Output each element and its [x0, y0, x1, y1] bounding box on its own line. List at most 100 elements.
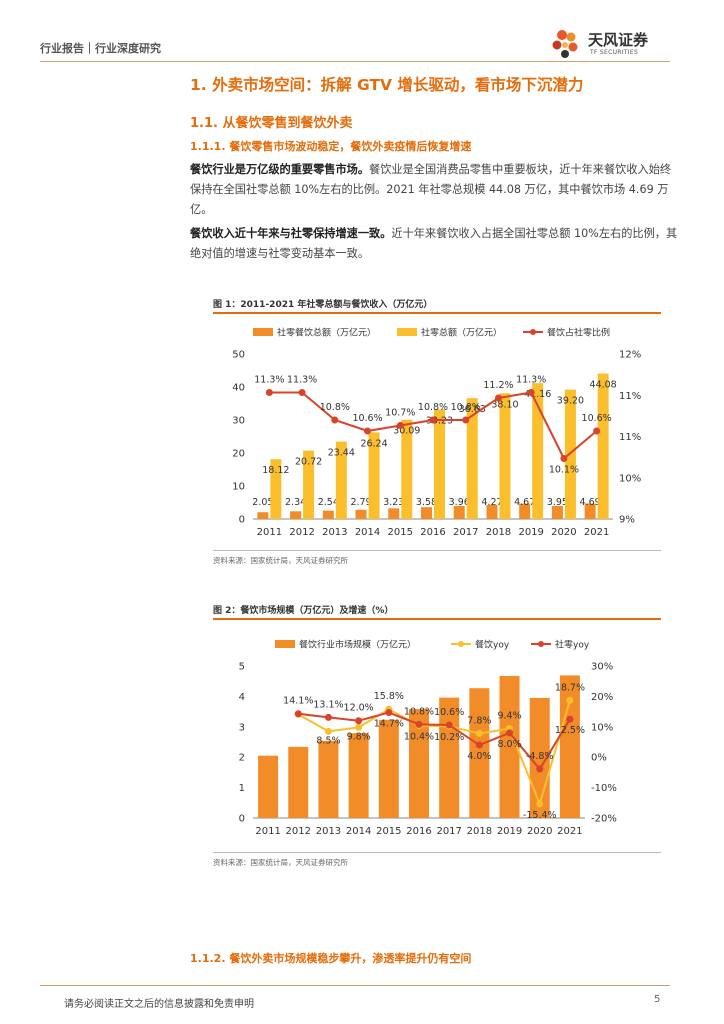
bar-data-label: 39.20	[557, 396, 584, 407]
line-data-label: 10.6%	[352, 413, 382, 424]
series-point	[566, 696, 574, 704]
bar-data-label: 4.67	[514, 497, 535, 508]
legend-marker	[538, 641, 544, 647]
section-heading-1-1: 1.1. 从餐饮零售到餐饮外卖	[190, 116, 353, 131]
line-data-label: 10.8%	[418, 402, 448, 413]
x-tick-label: 2021	[584, 527, 609, 538]
x-tick-label: 2015	[376, 826, 401, 837]
x-tick-label: 2011	[257, 527, 282, 538]
y-tick-label: 4	[239, 692, 245, 703]
line-data-label: 14.7%	[374, 719, 404, 730]
line-data-label: 10.8%	[404, 706, 434, 717]
bar-2021	[597, 373, 609, 519]
line-data-label: -4.8%	[526, 751, 554, 762]
series-point	[475, 729, 483, 737]
line-data-label: 15.8%	[374, 691, 404, 702]
series-point	[536, 800, 544, 808]
paragraph-1-lead: 餐饮行业是万亿级的重要零售市场。	[190, 163, 370, 176]
x-tick-label: 2017	[436, 826, 461, 837]
bar-2017	[466, 398, 478, 519]
x-tick-label: 2019	[518, 527, 543, 538]
series-point	[364, 427, 372, 435]
y-tick-label: 30	[232, 416, 245, 427]
logo-name-en: TF SECURITIES	[590, 49, 639, 56]
y2-tick-label: 9%	[619, 515, 635, 526]
bar-2019	[532, 383, 544, 519]
figure-2-bottom-rule	[213, 852, 661, 853]
x-tick-label: 2011	[255, 826, 280, 837]
bar-2016	[409, 709, 429, 818]
bar-2015	[378, 719, 399, 818]
series-point	[462, 416, 470, 424]
line-data-label: -15.4%	[523, 810, 557, 821]
series-point	[475, 741, 483, 749]
x-tick-label: 2016	[406, 826, 431, 837]
figure-2-title: 图 2：餐饮市场规模（万亿元）及增速（%）	[213, 606, 394, 616]
bar-2021	[584, 503, 596, 519]
footer-disclaimer: 请务必阅读正文之后的信息披露和免责申明	[64, 999, 254, 1010]
bar-2012	[290, 511, 302, 519]
footer-divider	[40, 985, 670, 986]
legend-marker	[530, 329, 536, 335]
bar-2011	[257, 512, 269, 519]
bar-2011	[258, 755, 279, 818]
bar-2016	[421, 507, 432, 519]
bar-2015	[388, 508, 400, 519]
section-heading-1-1-1: 1.1.1. 餐饮零售市场波动稳定，餐饮外卖疫情后恢复增速	[190, 140, 472, 153]
paragraph-1-body: 餐饮业是全国消费品零售中重要板块，近十年来餐饮收入始终保持在全国社零总额 10%…	[190, 163, 672, 216]
y-tick-label: 3	[239, 722, 245, 733]
x-tick-label: 2019	[497, 826, 522, 837]
y-tick-label: 10	[232, 482, 245, 493]
bar-data-label: 4.69	[580, 497, 601, 508]
paragraph-2-body: 近十年来餐饮收入占据全国社零总额 10%左右的比例，其绝对值的增速与社零变动基本…	[190, 227, 678, 260]
legend-marker	[458, 641, 464, 647]
bar-data-label: 2.79	[350, 497, 371, 508]
series-point	[560, 455, 568, 462]
legend-label: 餐饮占社零比例	[547, 327, 610, 339]
x-tick-label: 2020	[527, 826, 552, 837]
series-point	[324, 713, 332, 721]
y2-tick-label: 11%	[619, 391, 641, 402]
series-point	[294, 710, 302, 718]
bar-2019	[519, 503, 531, 519]
page-number: 5	[654, 994, 661, 1005]
legend-label: 餐饮行业市场规模（万亿元）	[299, 639, 416, 651]
line-data-label: 18.7%	[555, 682, 585, 693]
line-data-label: 10.1%	[549, 465, 579, 476]
line-data-label: 11.3%	[254, 375, 284, 386]
y-tick-label: 1	[239, 783, 245, 794]
figure-1-rule	[213, 312, 661, 314]
bar-data-label: 44.08	[590, 380, 617, 391]
y2-tick-label: 10%	[619, 473, 641, 484]
line-data-label: 13.1%	[313, 699, 343, 710]
series-point	[593, 427, 601, 435]
x-tick-label: 2021	[557, 826, 582, 837]
line-data-label: 8.5%	[316, 735, 340, 746]
bar-data-label: 20.72	[295, 457, 322, 468]
line-data-label: 12.0%	[344, 703, 374, 714]
logo-name-cn: 天风证券	[588, 31, 649, 49]
bar-data-label: 3.95	[547, 497, 568, 508]
series-point	[494, 394, 502, 402]
bar-2016	[434, 409, 445, 519]
y-tick-label: 20	[232, 449, 245, 460]
company-logo: 天风证券 TF SECURITIES	[548, 27, 698, 63]
bar-2013	[318, 740, 339, 818]
series-point	[566, 715, 574, 723]
y2-tick-label: 10%	[591, 722, 613, 733]
series-point	[298, 389, 306, 396]
line-data-label: 7.8%	[467, 715, 491, 726]
line-data-label: 11.3%	[287, 375, 317, 386]
x-tick-label: 2013	[316, 826, 341, 837]
line-data-label: 8.0%	[497, 739, 521, 750]
line-data-label: 10.6%	[582, 413, 612, 424]
legend-swatch	[275, 640, 295, 648]
bar-2013	[335, 441, 347, 519]
series-point	[355, 723, 363, 731]
bar-data-label: 30.09	[393, 426, 420, 437]
figure-1-title: 图 1：2011-2021 年社零总额与餐饮收入（万亿元）	[213, 300, 433, 310]
x-tick-label: 2014	[346, 826, 371, 837]
legend-label: 社零餐饮总额（万亿元）	[277, 327, 376, 339]
bar-data-label: 38.10	[491, 399, 518, 410]
line-data-label: 10.2%	[434, 732, 464, 743]
